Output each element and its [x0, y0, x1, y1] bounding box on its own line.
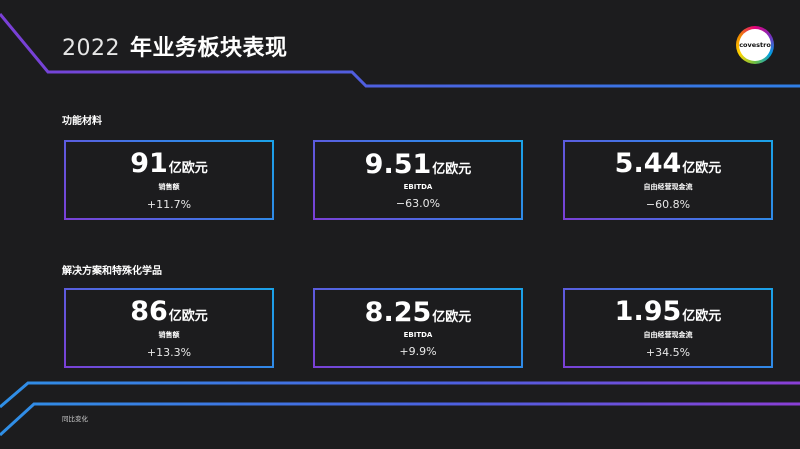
kpi-value: 1.95 — [614, 295, 682, 327]
title-year: 2022 — [62, 36, 120, 61]
kpi-value: 91 — [130, 147, 168, 179]
kpi-card-fm-fcf: 5.44 亿欧元 自由经营现金流 −60.8% — [563, 140, 773, 220]
kpi-metric: 自由经营现金流 — [643, 182, 693, 191]
bottom-line-lower — [0, 402, 800, 437]
kpi-metric: 自由经营现金流 — [643, 330, 693, 339]
logo-inner: covestro — [739, 29, 771, 61]
kpi-unit: 亿欧元 — [432, 161, 472, 177]
kpi-metric: EBITDA — [403, 330, 433, 339]
kpi-card-fm-sales: 91 亿欧元 销售额 +11.7% — [64, 140, 274, 220]
kpi-unit: 亿欧元 — [432, 309, 472, 325]
kpi-change: −63.0% — [395, 196, 441, 210]
kpi-unit: 亿欧元 — [682, 308, 722, 324]
kpi-value: 86 — [130, 295, 168, 327]
logo-text: covestro — [739, 41, 771, 49]
page-title: 2022 年业务板块表现 — [62, 30, 288, 62]
kpi-change: +13.3% — [146, 345, 192, 359]
bottom-line-upper — [0, 381, 800, 409]
kpi-value: 5.44 — [614, 147, 682, 179]
footnote: 同比变化 — [62, 415, 88, 423]
section-label-functional-materials: 功能材料 — [62, 116, 102, 127]
covestro-logo: covestro — [736, 26, 774, 64]
kpi-unit: 亿欧元 — [168, 160, 208, 176]
kpi-metric: 销售额 — [158, 330, 180, 339]
kpi-value: 9.51 — [364, 148, 432, 180]
kpi-value: 8.25 — [364, 296, 432, 328]
kpi-card-ss-fcf: 1.95 亿欧元 自由经营现金流 +34.5% — [563, 288, 773, 368]
kpi-metric: EBITDA — [403, 182, 433, 191]
section-label-solutions-specialties: 解决方案和特殊化学品 — [62, 266, 162, 277]
kpi-card-fm-ebitda: 9.51 亿欧元 EBITDA −63.0% — [313, 140, 523, 220]
kpi-unit: 亿欧元 — [168, 308, 208, 324]
title-text: 年业务板块表现 — [130, 36, 288, 61]
kpi-change: +9.9% — [399, 344, 437, 358]
kpi-card-ss-ebitda: 8.25 亿欧元 EBITDA +9.9% — [313, 288, 523, 368]
kpi-change: +34.5% — [645, 345, 691, 359]
kpi-card-ss-sales: 86 亿欧元 销售额 +13.3% — [64, 288, 274, 368]
kpi-metric: 销售额 — [158, 182, 180, 191]
kpi-unit: 亿欧元 — [682, 160, 722, 176]
kpi-change: +11.7% — [146, 197, 192, 211]
kpi-change: −60.8% — [645, 197, 691, 211]
